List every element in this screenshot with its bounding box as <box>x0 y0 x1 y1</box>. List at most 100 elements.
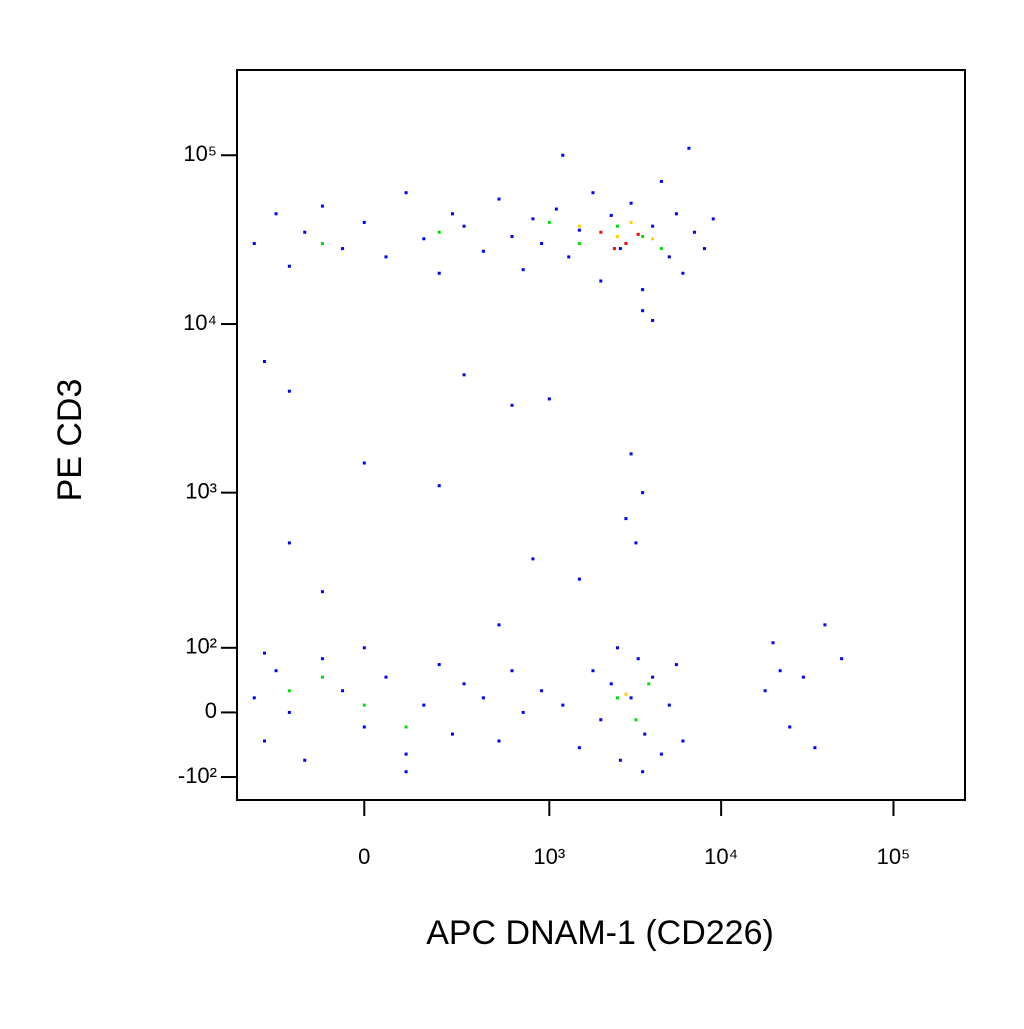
point <box>615 224 619 228</box>
point <box>404 725 408 729</box>
point <box>287 689 291 693</box>
point <box>577 577 581 581</box>
point <box>659 752 663 756</box>
x-axis-label: APC DNAM-1 (CD226) <box>426 914 774 952</box>
point <box>287 389 291 393</box>
point <box>801 675 805 679</box>
point <box>362 703 366 707</box>
point <box>629 201 633 205</box>
point <box>599 718 603 722</box>
x-tick-label: 0 <box>358 844 370 869</box>
point <box>554 207 558 211</box>
point <box>618 758 622 762</box>
point <box>702 247 706 251</box>
point <box>540 689 544 693</box>
point <box>667 703 671 707</box>
y-tick-label: 10³ <box>185 478 217 503</box>
point <box>320 675 324 679</box>
point <box>521 710 525 714</box>
point <box>287 264 291 268</box>
point <box>567 255 571 259</box>
point <box>510 235 514 239</box>
point <box>531 557 535 561</box>
point <box>531 217 535 221</box>
point <box>636 232 640 236</box>
point <box>651 224 655 228</box>
point <box>629 696 633 700</box>
point <box>577 746 581 750</box>
point <box>778 669 782 673</box>
point <box>437 271 441 275</box>
point <box>634 718 638 722</box>
point <box>481 249 485 253</box>
y-axis-label: PE CD3 <box>51 379 89 502</box>
point <box>813 746 817 750</box>
point <box>618 247 622 251</box>
point <box>404 191 408 195</box>
point <box>763 689 767 693</box>
point <box>651 237 655 241</box>
point <box>404 752 408 756</box>
y-tick-label: 10² <box>185 634 217 659</box>
point <box>687 146 691 150</box>
point <box>287 541 291 545</box>
point <box>362 220 366 224</box>
point <box>629 452 633 456</box>
point <box>497 197 501 201</box>
point <box>641 770 645 774</box>
point <box>636 657 640 661</box>
point <box>404 770 408 774</box>
point <box>659 179 663 183</box>
y-tick-label: 10⁴ <box>183 310 217 335</box>
point <box>540 242 544 246</box>
x-tick-label: 10⁵ <box>877 844 911 869</box>
point <box>547 397 551 401</box>
point <box>437 663 441 667</box>
point <box>422 703 426 707</box>
point <box>362 646 366 650</box>
point <box>840 657 844 661</box>
point <box>462 373 466 377</box>
point <box>681 739 685 743</box>
point <box>274 212 278 216</box>
point <box>651 318 655 322</box>
x-tick-label: 10³ <box>533 844 565 869</box>
point <box>320 242 324 246</box>
point <box>252 696 256 700</box>
point <box>521 268 525 272</box>
point <box>303 230 307 234</box>
point <box>577 228 581 232</box>
point <box>450 212 454 216</box>
point <box>262 739 266 743</box>
point <box>641 491 645 495</box>
point <box>497 623 501 627</box>
point <box>681 271 685 275</box>
point <box>599 279 603 283</box>
point <box>823 623 827 627</box>
point <box>481 696 485 700</box>
point <box>262 651 266 655</box>
point <box>624 517 628 521</box>
y-tick-label: -10² <box>178 763 217 788</box>
point <box>692 230 696 234</box>
point <box>497 739 501 743</box>
point <box>320 204 324 208</box>
point <box>659 247 663 251</box>
point <box>437 484 441 488</box>
point <box>615 646 619 650</box>
point <box>591 669 595 673</box>
point <box>561 703 565 707</box>
point <box>641 288 645 292</box>
point <box>422 237 426 241</box>
point <box>624 692 628 696</box>
point <box>674 212 678 216</box>
point <box>643 732 647 736</box>
point <box>609 682 613 686</box>
point <box>462 224 466 228</box>
point <box>771 641 775 645</box>
point <box>634 541 638 545</box>
point <box>561 153 565 157</box>
point <box>674 663 678 667</box>
point <box>599 230 603 234</box>
